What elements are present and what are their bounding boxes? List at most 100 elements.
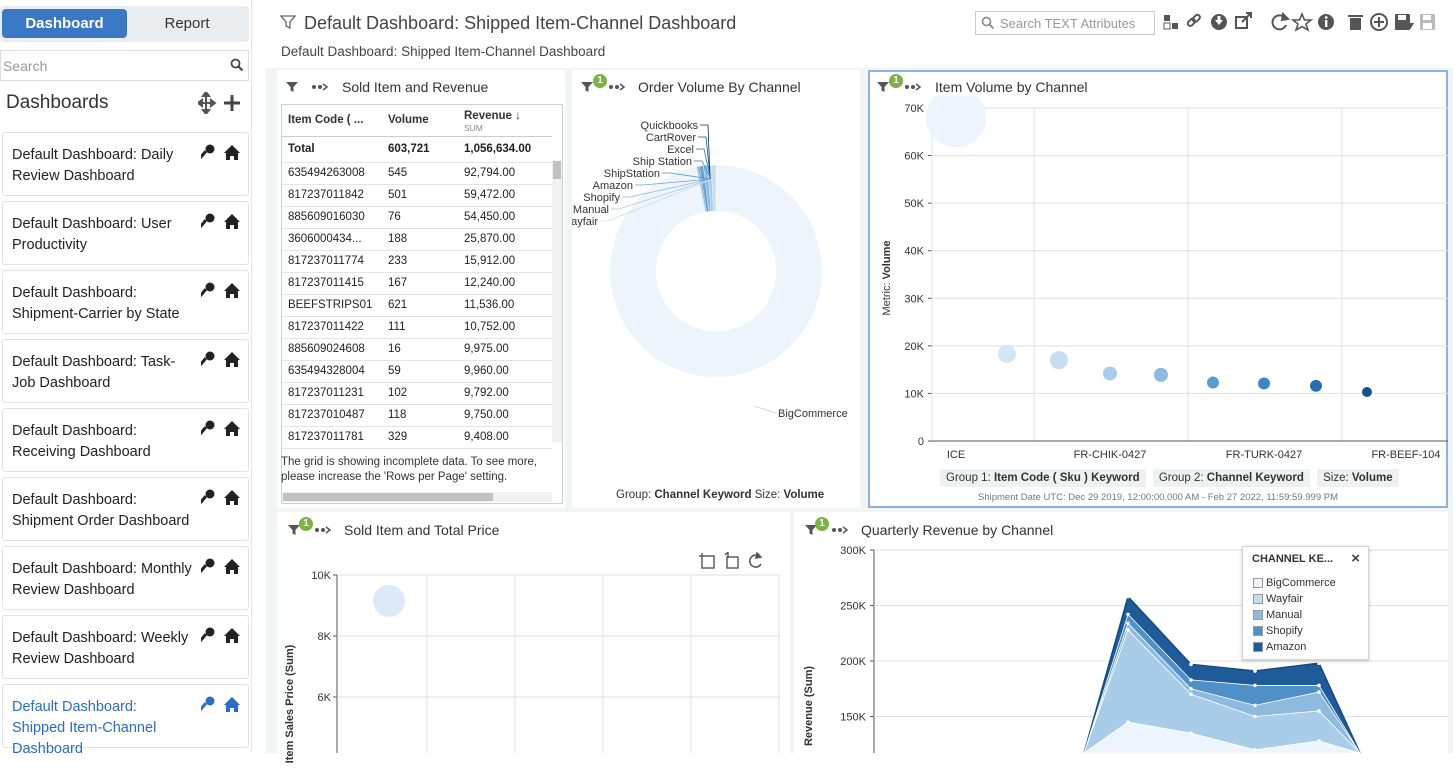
- home-icon[interactable]: [224, 214, 240, 229]
- drill-icon[interactable]: [831, 525, 849, 535]
- scrollbar-thumb[interactable]: [283, 493, 493, 501]
- external-link-icon[interactable]: [1235, 12, 1252, 29]
- column-header[interactable]: Item Code ( ...: [282, 105, 382, 137]
- table-row[interactable]: BEEFSTRIPS01 621 11,536.00: [282, 294, 552, 317]
- edit-key-icon[interactable]: [201, 420, 215, 436]
- save-icon[interactable]: [1420, 14, 1435, 30]
- edit-key-icon[interactable]: [201, 213, 215, 229]
- vertical-scrollbar[interactable]: [552, 160, 562, 442]
- item-icons: [201, 420, 240, 436]
- table-row[interactable]: 817237010487 118 9,750.00: [282, 404, 552, 427]
- x-tick-label: FR-BEEF-104: [1371, 449, 1440, 461]
- home-icon[interactable]: [224, 628, 240, 643]
- legend-item[interactable]: Amazon: [1253, 639, 1336, 655]
- group-chip[interactable]: Group 1: Item Code ( Sku ) Keyword: [940, 469, 1146, 487]
- table-row[interactable]: 3606000434... 188 25,870.00: [282, 228, 552, 251]
- slice-label: Amazon: [593, 180, 633, 192]
- drill-icon[interactable]: [608, 82, 626, 92]
- link-icon[interactable]: [1186, 13, 1201, 27]
- home-icon[interactable]: [224, 283, 240, 298]
- y-tick-label: 50K: [904, 198, 924, 210]
- tab-dashboard[interactable]: Dashboard: [2, 9, 127, 38]
- filter-icon[interactable]: [286, 81, 298, 93]
- table-row[interactable]: 635494263008 545 92,794.00: [282, 162, 552, 185]
- download-icon[interactable]: [1211, 14, 1227, 30]
- dashboard-item[interactable]: Default Dashboard: Monthly Review Dashbo…: [2, 546, 249, 610]
- legend-item[interactable]: BigCommerce: [1253, 575, 1336, 591]
- zoom-back-icon[interactable]: [724, 552, 739, 569]
- column-header[interactable]: Volume: [382, 105, 458, 137]
- add-dashboard-icon[interactable]: [224, 95, 240, 111]
- table-row[interactable]: 817237011415 167 12,240.00: [282, 272, 552, 295]
- drill-icon[interactable]: [314, 525, 332, 535]
- area-point: [1317, 709, 1321, 713]
- filter-icon[interactable]: [877, 81, 889, 93]
- slice-leader: [635, 178, 712, 186]
- dashboard-item[interactable]: Default Dashboard: Weekly Review Dashboa…: [2, 615, 249, 679]
- cell: 9,792.00: [458, 382, 552, 405]
- layout-icon[interactable]: [1163, 15, 1178, 30]
- legend-item[interactable]: Wayfair: [1253, 591, 1336, 607]
- delete-icon[interactable]: [1348, 15, 1363, 30]
- slice-leader: [662, 172, 712, 180]
- group-chip[interactable]: Group 2: Channel Keyword: [1152, 469, 1310, 487]
- edit-key-icon[interactable]: [201, 489, 215, 505]
- edit-key-icon[interactable]: [201, 696, 215, 712]
- edit-key-icon[interactable]: [201, 558, 215, 574]
- filter-icon[interactable]: [581, 81, 593, 93]
- edit-key-icon[interactable]: [201, 351, 215, 367]
- edit-key-icon[interactable]: [201, 627, 215, 643]
- legend-item[interactable]: Manual: [1253, 607, 1336, 623]
- dashboard-item[interactable]: Default Dashboard: Daily Review Dashboar…: [2, 132, 249, 196]
- zoom-select-icon[interactable]: [699, 553, 715, 569]
- search-input[interactable]: Search: [0, 50, 249, 81]
- drill-icon[interactable]: [904, 82, 922, 92]
- home-icon[interactable]: [224, 559, 240, 574]
- table-row[interactable]: 635494328004 59 9,960.00: [282, 360, 552, 383]
- save-as-icon[interactable]: [1395, 14, 1414, 30]
- filter-icon[interactable]: [288, 524, 300, 536]
- filter-icon[interactable]: [280, 14, 296, 30]
- move-icon[interactable]: [198, 92, 217, 114]
- search-icon[interactable]: [230, 58, 244, 72]
- reset-icon[interactable]: [749, 552, 763, 568]
- dashboard-item[interactable]: Default Dashboard: Task-Job Dashboard: [2, 339, 249, 403]
- text-attributes-search[interactable]: Search TEXT Attributes: [975, 11, 1155, 35]
- star-icon[interactable]: [1290, 12, 1314, 32]
- scrollbar-thumb[interactable]: [553, 161, 561, 179]
- home-icon[interactable]: [224, 145, 240, 160]
- column-header-sorted[interactable]: Revenue ↓ SUM: [458, 105, 552, 137]
- horizontal-scrollbar[interactable]: [282, 492, 552, 502]
- home-icon[interactable]: [224, 421, 240, 436]
- filter-icon[interactable]: [805, 524, 817, 536]
- dashboard-item-label: Default Dashboard: Shipment-Carrier by S…: [12, 285, 180, 322]
- home-icon[interactable]: [224, 697, 240, 712]
- legend-label: Manual: [1266, 609, 1303, 621]
- area-point: [1126, 612, 1130, 617]
- table-row[interactable]: 817237011842 501 59,472.00: [282, 184, 552, 207]
- dashboard-item[interactable]: Default Dashboard: Shipment Order Dashbo…: [2, 477, 249, 541]
- slice-leader: [753, 405, 777, 414]
- dashboard-item-active[interactable]: Default Dashboard: Shipped Item-Channel …: [2, 684, 249, 757]
- dashboard-item[interactable]: Default Dashboard: Receiving Dashboard: [2, 408, 249, 472]
- table-row[interactable]: 885609016030 76 54,450.00: [282, 206, 552, 229]
- table-row[interactable]: 817237011422 111 10,752.00: [282, 316, 552, 339]
- legend-close-button[interactable]: ×: [1351, 550, 1360, 567]
- table-row[interactable]: 817237011231 102 9,792.00: [282, 382, 552, 405]
- table-row[interactable]: 817237011774 233 15,912.00: [282, 250, 552, 273]
- dashboard-item[interactable]: Default Dashboard: User Productivity: [2, 201, 249, 265]
- table-row[interactable]: 885609024608 16 9,975.00: [282, 338, 552, 361]
- add-circle-icon[interactable]: [1370, 13, 1388, 31]
- table-row[interactable]: 817237011781 329 9,408.00: [282, 426, 552, 449]
- info-icon[interactable]: [1318, 14, 1334, 30]
- drill-icon[interactable]: [311, 82, 329, 92]
- edit-key-icon[interactable]: [201, 282, 215, 298]
- tab-report[interactable]: Report: [164, 15, 210, 32]
- size-chip[interactable]: Size: Volume: [1317, 469, 1399, 487]
- home-icon[interactable]: [224, 490, 240, 505]
- legend-item[interactable]: Shopify: [1253, 623, 1336, 639]
- dashboard-item[interactable]: Default Dashboard: Shipment-Carrier by S…: [2, 270, 249, 334]
- edit-key-icon[interactable]: [201, 144, 215, 160]
- home-icon[interactable]: [224, 352, 240, 367]
- refresh-icon[interactable]: [1271, 12, 1291, 31]
